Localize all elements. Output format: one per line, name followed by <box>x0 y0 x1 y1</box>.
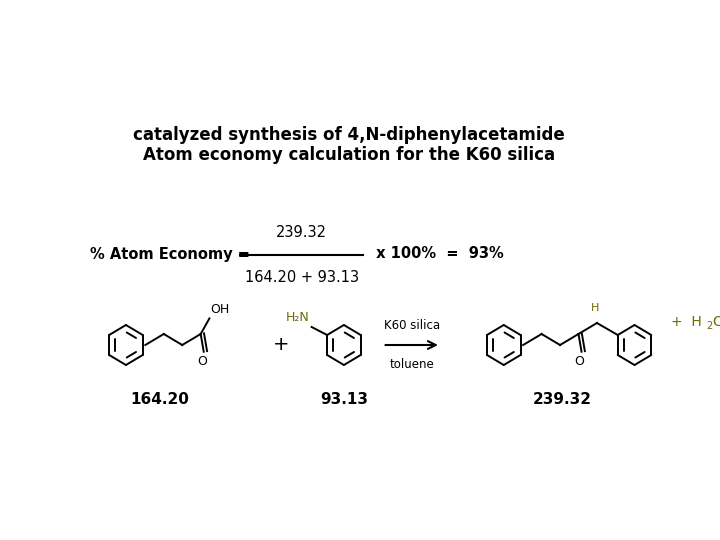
Text: catalyzed synthesis of 4,N-diphenylacetamide: catalyzed synthesis of 4,N-diphenylaceta… <box>133 126 564 144</box>
Text: O: O <box>197 355 207 368</box>
Text: H: H <box>591 303 599 313</box>
Text: x 100%  =  93%: x 100% = 93% <box>371 246 504 261</box>
Text: 93.13: 93.13 <box>320 392 368 407</box>
Text: 2: 2 <box>706 321 713 331</box>
Text: K60 silica: K60 silica <box>384 319 440 332</box>
Text: toluene: toluene <box>390 358 434 371</box>
Text: +  H: + H <box>671 315 702 329</box>
Text: +: + <box>273 335 289 354</box>
Text: H₂N: H₂N <box>286 311 310 324</box>
Text: % Atom Economy =: % Atom Economy = <box>90 246 255 261</box>
Text: OH: OH <box>210 303 230 316</box>
Text: 239.32: 239.32 <box>532 392 591 407</box>
Text: Atom economy calculation for the K60 silica: Atom economy calculation for the K60 sil… <box>143 146 555 164</box>
Text: O: O <box>575 355 585 368</box>
Text: O: O <box>712 315 720 329</box>
Text: 239.32: 239.32 <box>276 225 328 240</box>
Text: 164.20: 164.20 <box>130 392 189 407</box>
Text: 164.20 + 93.13: 164.20 + 93.13 <box>245 270 359 285</box>
